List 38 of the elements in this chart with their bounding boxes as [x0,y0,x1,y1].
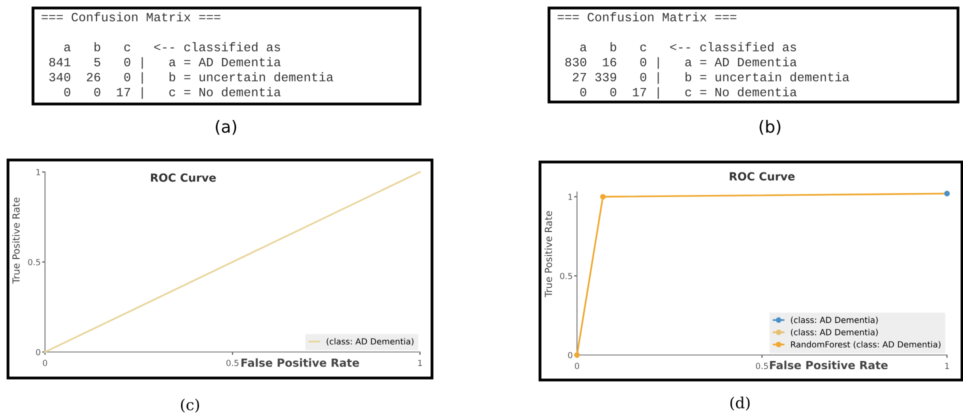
y-tick-label: 0 [36,348,40,356]
text: === Confusion Matrix === [558,12,736,22]
y-tick-label: 0.5 [560,272,572,280]
x-tick-label: 1 [418,360,422,366]
text: (c) [180,398,200,413]
text: a b c <-- classified as [580,42,796,52]
y-tick-label: 1 [568,194,572,200]
x-tick-label: 0.5 [756,362,768,370]
y-tick-label: 0.5 [28,258,40,266]
legend-label: (class: AD Dementia) [791,328,878,336]
text: 27 339 0 | b = uncertain dementia [572,72,850,84]
text: (d) [730,396,750,411]
chart-title: ROC Curve [151,173,216,182]
text: 841 5 0 | a = AD Dementia [49,57,281,69]
text: 0 0 17 | c = No dementia [580,87,797,99]
x-tick-label: 0.5 [226,360,238,366]
text: 830 16 0 | a = AD Dementia [565,57,797,69]
point [574,352,580,358]
text: a b c <-- classified as [64,42,280,52]
y-axis-title: True Positive Rate [544,211,552,298]
legend-label: (class: AD Dementia) [791,316,878,324]
x-axis-title: False Positive Rate [241,358,360,367]
text: (b) [760,120,780,135]
y-axis-title: True Positive Rate [12,198,20,284]
legend-label: RandomForest (class: AD Dementia) [791,341,940,349]
chart-title: ROC Curve [730,172,795,181]
y-tick-label: 0 [568,352,572,358]
x-tick-label: 0 [42,360,48,366]
text: 0 0 17 | c = No dementia [64,87,281,99]
text: (a) [216,120,236,135]
legend-label: (class: AD Dementia) [326,338,414,346]
x-tick-label: 1 [945,362,949,369]
text: 340 26 0 | b = uncertain dementia [49,72,334,84]
x-tick-label: 0 [574,362,580,370]
point [600,194,606,200]
x-axis-title: False Positive Rate [770,360,888,370]
y-tick-label: 1 [36,169,40,176]
text: === Confusion Matrix === [42,12,220,22]
